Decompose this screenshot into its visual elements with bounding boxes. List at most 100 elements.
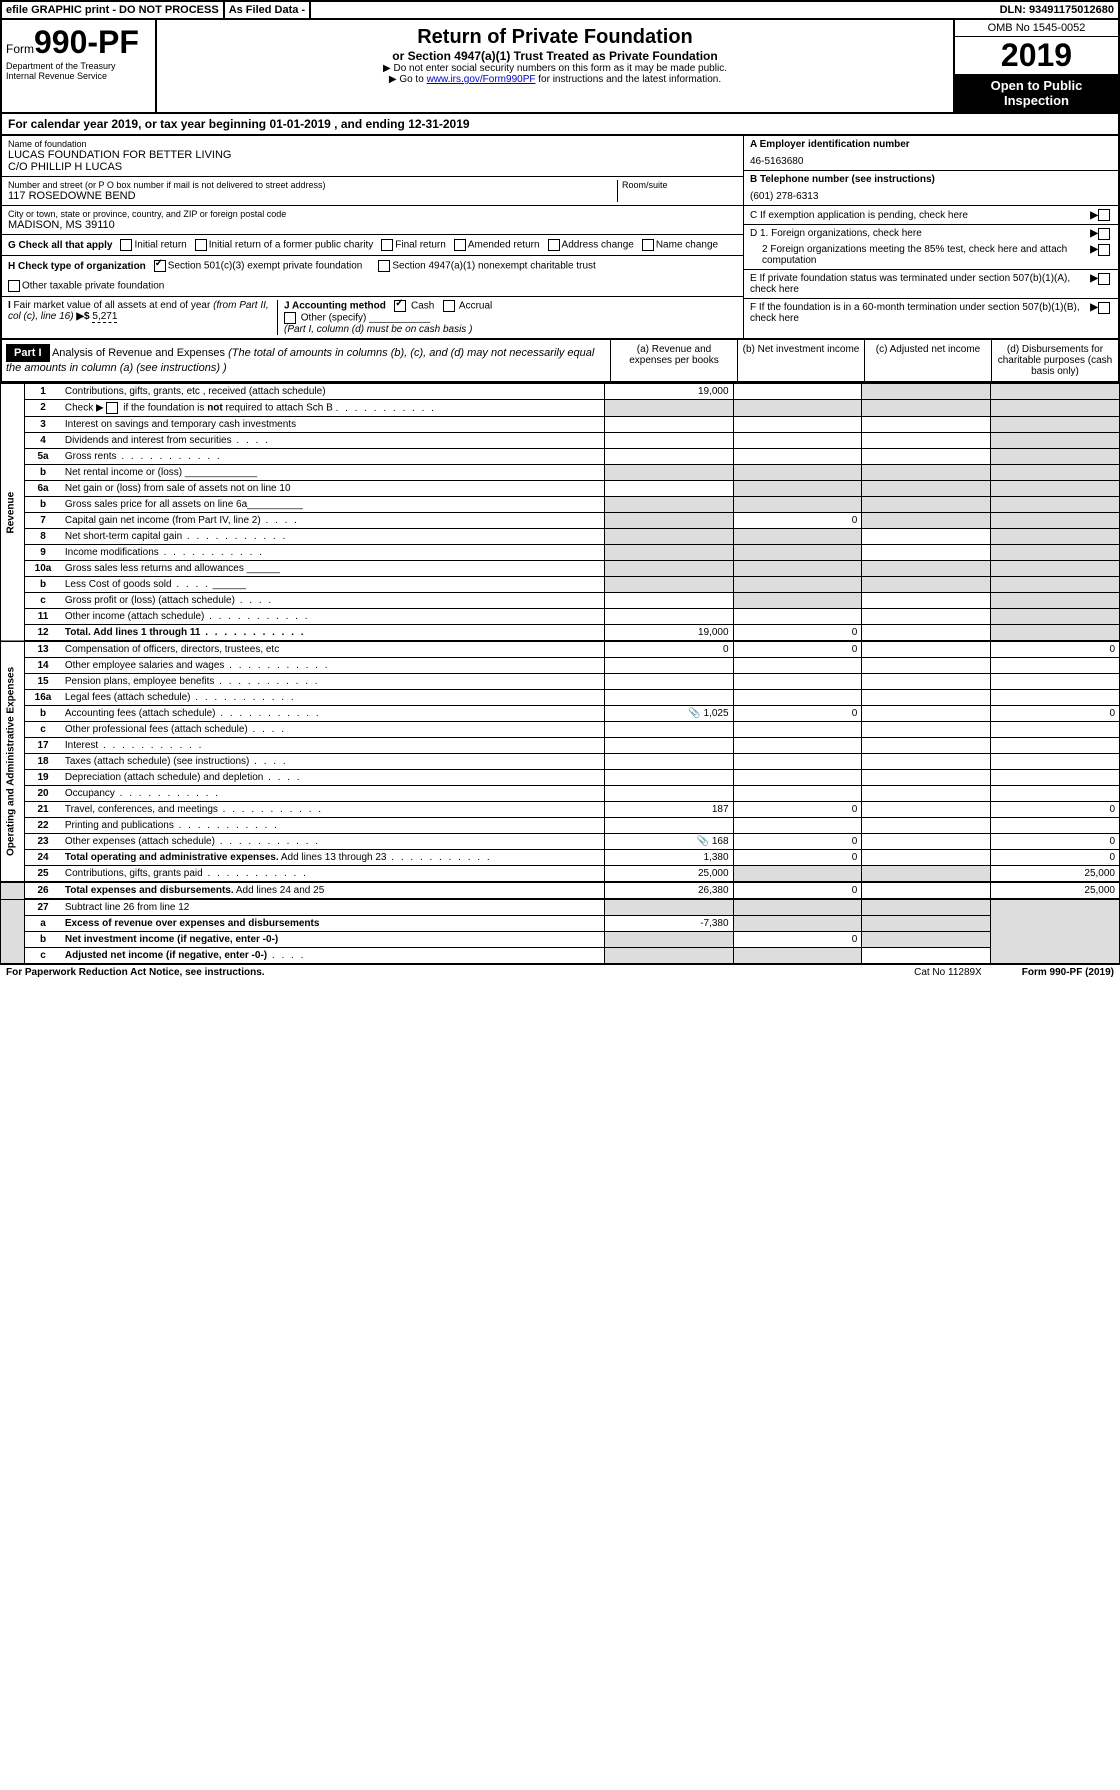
table-row: 6aNet gain or (loss) from sale of assets…: [1, 481, 1120, 497]
calendar-year-row: For calendar year 2019, or tax year begi…: [0, 114, 1120, 136]
warn2-pre: ▶ Go to: [389, 74, 427, 85]
checkbox-icon[interactable]: [1098, 302, 1110, 314]
checkbox-icon[interactable]: [106, 402, 118, 414]
identification-section: Name of foundation LUCAS FOUNDATION FOR …: [0, 136, 1120, 340]
ein-cell: A Employer identification number 46-5163…: [744, 136, 1118, 171]
table-row: 20Occupancy: [1, 786, 1120, 802]
dln-value: 93491175012680: [1029, 4, 1114, 16]
checkbox-icon[interactable]: [378, 260, 390, 272]
table-row: cAdjusted net income (if negative, enter…: [1, 948, 1120, 964]
table-row: cGross profit or (loss) (attach schedule…: [1, 593, 1120, 609]
foundation-name-1: LUCAS FOUNDATION FOR BETTER LIVING: [8, 149, 737, 161]
dln-cell: DLN: 93491175012680: [996, 2, 1118, 18]
i-label: I: [8, 300, 11, 311]
dln-label: DLN:: [1000, 4, 1026, 16]
city-label: City or town, state or province, country…: [8, 209, 737, 219]
table-row: 12Total. Add lines 1 through 1119,0000: [1, 625, 1120, 642]
checkbox-icon[interactable]: [154, 260, 166, 272]
irs-link[interactable]: www.irs.gov/Form990PF: [427, 74, 536, 85]
section-j: J Accounting method Cash Accrual Other (…: [278, 300, 737, 335]
cat-number: Cat No 11289X: [914, 967, 982, 978]
arrow-icon: ▶: [1090, 273, 1098, 295]
j-cash: Cash: [411, 301, 434, 312]
table-row: Revenue 1 Contributions, gifts, grants, …: [1, 384, 1120, 400]
col-b-header: (b) Net investment income: [737, 340, 864, 381]
g-opt-former: Initial return of a former public charit…: [195, 239, 374, 251]
arrow-icon: ▶: [1090, 228, 1098, 240]
form-title: Return of Private Foundation: [161, 26, 949, 49]
table-row: 2Check ▶ if the foundation is not requir…: [1, 400, 1120, 417]
arrow-icon: ▶: [1090, 244, 1098, 266]
table-row: 9Income modifications: [1, 545, 1120, 561]
table-row: cOther professional fees (attach schedul…: [1, 722, 1120, 738]
table-row: 23Other expenses (attach schedule)📎 1680…: [1, 834, 1120, 850]
arrow-icon: ▶: [1090, 210, 1098, 221]
table-row: 11Other income (attach schedule): [1, 609, 1120, 625]
arrow-icon: ▶: [1090, 302, 1098, 324]
revenue-side-label: Revenue: [1, 384, 25, 642]
title-box: Return of Private Foundation or Section …: [157, 20, 953, 112]
col-a-header: (a) Revenue and expenses per books: [610, 340, 737, 381]
cal-begin: 01-01-2019: [269, 117, 330, 131]
c-label: C If exemption application is pending, c…: [750, 210, 1090, 221]
checkbox-icon[interactable]: [394, 300, 406, 312]
checkbox-icon[interactable]: [1098, 273, 1110, 285]
j-note: (Part I, column (d) must be on cash basi…: [284, 324, 472, 335]
h-label: H Check type of organization: [8, 261, 146, 272]
form-number-box: Form990-PF Department of the Treasury In…: [2, 20, 157, 112]
form-warning-1: ▶ Do not enter social security numbers o…: [161, 63, 949, 74]
col-d-header: (d) Disbursements for charitable purpose…: [991, 340, 1118, 381]
checkbox-icon[interactable]: [1098, 228, 1110, 240]
checkbox-icon[interactable]: [1098, 244, 1110, 256]
checkbox-icon[interactable]: [195, 239, 207, 251]
table-row: 21Travel, conferences, and meetings18700: [1, 802, 1120, 818]
table-row: 27Subtract line 26 from line 12: [1, 899, 1120, 916]
open-public-badge: Open to Public Inspection: [955, 74, 1118, 112]
table-row: 22Printing and publications: [1, 818, 1120, 834]
checkbox-icon[interactable]: [120, 239, 132, 251]
fmv-value: 5,271: [92, 311, 117, 323]
ein-value: 46-5163680: [750, 156, 1112, 167]
part-i-badge: Part I: [6, 344, 50, 362]
cal-end: 12-31-2019: [408, 117, 469, 131]
checkbox-icon[interactable]: [284, 312, 296, 324]
foundation-name-cell: Name of foundation LUCAS FOUNDATION FOR …: [2, 136, 743, 177]
attachment-icon[interactable]: 📎: [688, 708, 700, 719]
city-value: MADISON, MS 39110: [8, 219, 737, 231]
checkbox-icon[interactable]: [443, 300, 455, 312]
col-c-header: (c) Adjusted net income: [864, 340, 991, 381]
table-row: bGross sales price for all assets on lin…: [1, 497, 1120, 513]
address-cell: Number and street (or P O box number if …: [2, 177, 743, 206]
part-i-desc-header: Part I Analysis of Revenue and Expenses …: [2, 340, 610, 381]
checkbox-icon[interactable]: [454, 239, 466, 251]
table-row: 19Depreciation (attach schedule) and dep…: [1, 770, 1120, 786]
dept-irs: Internal Revenue Service: [6, 71, 151, 81]
h-opt-4947: Section 4947(a)(1) nonexempt charitable …: [378, 260, 595, 272]
part-i-table: Revenue 1 Contributions, gifts, grants, …: [0, 383, 1120, 964]
section-c: C If exemption application is pending, c…: [744, 206, 1118, 225]
table-row: 15Pension plans, employee benefits: [1, 674, 1120, 690]
as-filed: As Filed Data -: [225, 2, 311, 18]
table-row: 4Dividends and interest from securities: [1, 433, 1120, 449]
dept-treasury: Department of the Treasury: [6, 61, 151, 71]
id-left-col: Name of foundation LUCAS FOUNDATION FOR …: [2, 136, 743, 338]
phone-value: (601) 278-6313: [750, 191, 1112, 202]
omb-number: OMB No 1545-0052: [955, 20, 1118, 37]
phone-cell: B Telephone number (see instructions) (6…: [744, 171, 1118, 206]
table-row: bLess Cost of goods sold ______: [1, 577, 1120, 593]
checkbox-icon[interactable]: [381, 239, 393, 251]
paperwork-notice: For Paperwork Reduction Act Notice, see …: [6, 967, 265, 978]
checkbox-icon[interactable]: [548, 239, 560, 251]
checkbox-icon[interactable]: [1098, 209, 1110, 221]
checkbox-icon[interactable]: [8, 280, 20, 292]
part-i-header-row: Part I Analysis of Revenue and Expenses …: [0, 340, 1120, 383]
checkbox-icon[interactable]: [642, 239, 654, 251]
section-e: E If private foundation status was termi…: [744, 270, 1118, 299]
section-i: I Fair market value of all assets at end…: [8, 300, 278, 335]
cal-mid: , and ending: [331, 117, 408, 131]
g-opt-final: Final return: [381, 239, 446, 251]
table-row: 16aLegal fees (attach schedule): [1, 690, 1120, 706]
b-label: B Telephone number (see instructions): [750, 174, 1112, 185]
form-label: Form: [6, 42, 34, 56]
attachment-icon[interactable]: 📎: [697, 836, 709, 847]
